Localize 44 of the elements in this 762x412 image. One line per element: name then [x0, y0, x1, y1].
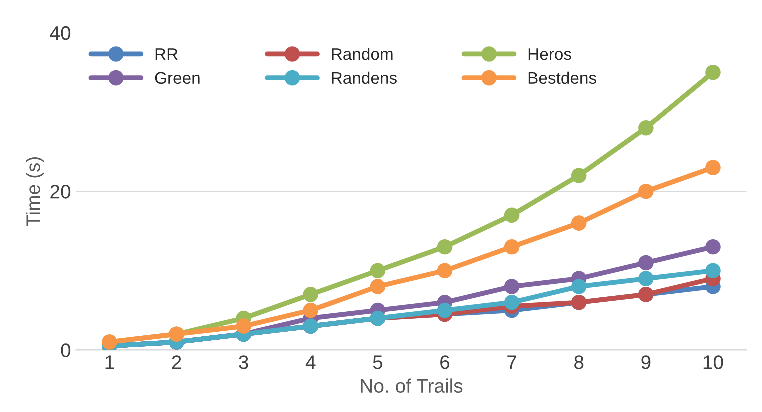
point: [706, 263, 721, 279]
legend-label: Heros: [528, 48, 572, 60]
point: [638, 255, 654, 271]
point: [236, 318, 252, 334]
point: [571, 168, 587, 184]
point: [303, 287, 319, 302]
point: [638, 271, 654, 286]
legend-label: Randens: [332, 72, 397, 84]
x-tick-label: 8: [574, 356, 584, 370]
x-tick-label: 6: [440, 356, 450, 370]
x-tick-label: 3: [239, 356, 248, 370]
x-tick-label: 4: [306, 356, 316, 370]
point: [706, 64, 721, 80]
point: [370, 263, 386, 279]
legend-label: Green: [155, 72, 200, 84]
point: [638, 184, 654, 200]
point: [504, 239, 520, 255]
x-tick-label: 7: [508, 356, 516, 370]
y-tick-label: 20: [50, 185, 71, 199]
point: [706, 160, 721, 176]
y-tick-label: 40: [50, 26, 71, 40]
legend-label: Random: [332, 48, 393, 60]
point: [504, 294, 520, 310]
legend-label: RR: [156, 48, 178, 60]
point: [303, 302, 319, 318]
point: [504, 208, 520, 224]
point: [370, 279, 386, 294]
x-tick-label: 9: [642, 356, 651, 370]
point: [437, 239, 453, 255]
x-tick-label: 10: [704, 356, 724, 370]
point: [638, 120, 654, 136]
x-tick-label: 5: [373, 356, 383, 370]
legend-label: Bestdens: [528, 72, 596, 84]
point: [504, 279, 520, 294]
y-axis-title: Time (s): [26, 158, 44, 226]
x-axis-title: No. of Trails: [361, 378, 463, 394]
point: [571, 279, 587, 294]
point: [571, 216, 587, 231]
point: [437, 302, 453, 318]
x-tick-label: 2: [172, 356, 182, 370]
x-tick-label: 1: [106, 356, 114, 370]
point: [706, 239, 721, 255]
y-tick-label: 0: [61, 344, 71, 358]
point: [437, 263, 453, 279]
